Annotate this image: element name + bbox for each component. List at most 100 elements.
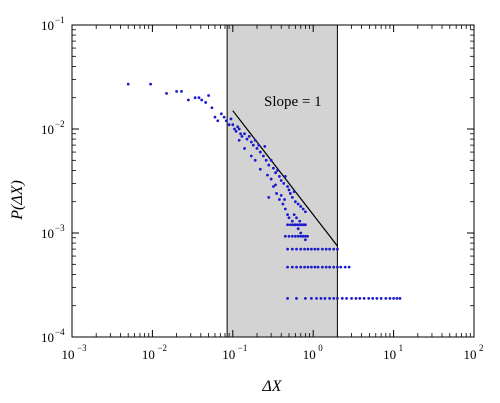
- data-point: [245, 137, 249, 141]
- data-point: [264, 158, 268, 162]
- data-point: [290, 234, 294, 238]
- data-point: [274, 183, 277, 187]
- data-point: [279, 179, 283, 182]
- x-tick-exponent: −1: [238, 343, 248, 353]
- data-point: [253, 158, 257, 162]
- data-point: [292, 190, 296, 194]
- data-point: [347, 265, 351, 269]
- data-point: [315, 297, 318, 300]
- data-point: [301, 207, 305, 211]
- data-point: [243, 132, 246, 136]
- data-point: [227, 123, 231, 127]
- data-point: [304, 210, 307, 214]
- data-point: [301, 234, 305, 238]
- data-point: [379, 297, 383, 300]
- data-point: [358, 297, 362, 300]
- data-point: [251, 143, 255, 147]
- data-point: [299, 265, 303, 269]
- data-point: [275, 192, 278, 195]
- data-point: [303, 247, 306, 251]
- data-point: [272, 166, 275, 170]
- data-point: [267, 163, 271, 167]
- data-point: [332, 247, 336, 251]
- data-point: [287, 188, 291, 192]
- plot-area: 10 −3 10 −2 10 −1 10 0 10 1 10 210 −410 −310 −210 −1: [41, 15, 484, 362]
- data-point: [231, 123, 235, 127]
- data-point: [237, 138, 241, 142]
- data-point: [267, 195, 271, 199]
- data-point: [384, 297, 388, 300]
- data-point: [200, 98, 204, 102]
- x-tick-exponent: 2: [479, 343, 484, 353]
- data-point: [324, 265, 328, 269]
- data-point: [229, 117, 233, 121]
- data-point: [392, 297, 395, 300]
- data-point: [290, 247, 294, 251]
- data-point: [263, 145, 267, 148]
- y-tick-exponent: −4: [55, 327, 65, 337]
- data-point: [306, 234, 309, 238]
- y-tick-label: 10: [41, 122, 54, 137]
- data-point: [186, 98, 190, 102]
- x-tick-exponent: −2: [157, 343, 167, 353]
- x-tick-exponent: 1: [399, 343, 404, 353]
- data-point: [269, 158, 273, 162]
- data-point: [299, 231, 303, 235]
- data-point: [233, 127, 236, 131]
- data-point: [336, 297, 339, 300]
- data-point: [266, 173, 269, 177]
- data-point: [292, 213, 296, 217]
- data-point: [310, 297, 313, 300]
- data-point: [281, 202, 285, 206]
- data-point: [296, 227, 300, 231]
- y-tick-exponent: −1: [55, 15, 65, 25]
- data-point: [296, 223, 300, 227]
- data-point: [224, 119, 228, 123]
- data-point: [283, 234, 287, 238]
- data-point: [350, 297, 353, 300]
- data-point: [304, 223, 307, 227]
- data-point: [299, 234, 303, 238]
- data-point: [291, 223, 295, 227]
- data-point: [286, 213, 289, 217]
- data-point: [304, 238, 307, 242]
- data-point: [332, 265, 336, 269]
- data-point: [306, 247, 310, 251]
- data-point: [362, 297, 366, 300]
- data-point: [295, 297, 298, 300]
- data-point: [316, 265, 320, 269]
- data-point: [222, 115, 226, 119]
- data-point: [219, 112, 223, 116]
- data-point: [274, 171, 277, 175]
- data-point: [253, 138, 257, 142]
- data-point: [313, 265, 317, 269]
- data-point: [296, 234, 300, 238]
- data-point: [283, 198, 286, 201]
- data-point: [328, 265, 332, 269]
- data-point: [239, 132, 242, 136]
- data-point: [354, 297, 358, 300]
- data-point: [243, 147, 246, 150]
- data-point: [283, 207, 287, 211]
- data-point: [210, 106, 214, 110]
- data-point: [298, 223, 302, 227]
- data-point: [180, 89, 183, 93]
- data-point: [375, 297, 379, 300]
- data-point: [310, 247, 313, 251]
- data-point: [295, 265, 298, 269]
- data-point: [367, 297, 371, 300]
- data-point: [293, 223, 297, 227]
- x-tick-label: 10: [464, 347, 477, 362]
- y-tick-exponent: −2: [55, 119, 65, 129]
- data-point: [269, 177, 273, 181]
- data-point: [290, 195, 294, 199]
- data-point: [249, 140, 253, 144]
- data-point: [310, 265, 313, 269]
- plot-frame: [71, 24, 475, 338]
- data-point: [283, 175, 287, 178]
- x-tick-exponent: −3: [77, 343, 87, 353]
- data-point: [293, 200, 297, 204]
- data-point: [286, 265, 289, 269]
- data-point: [320, 265, 324, 269]
